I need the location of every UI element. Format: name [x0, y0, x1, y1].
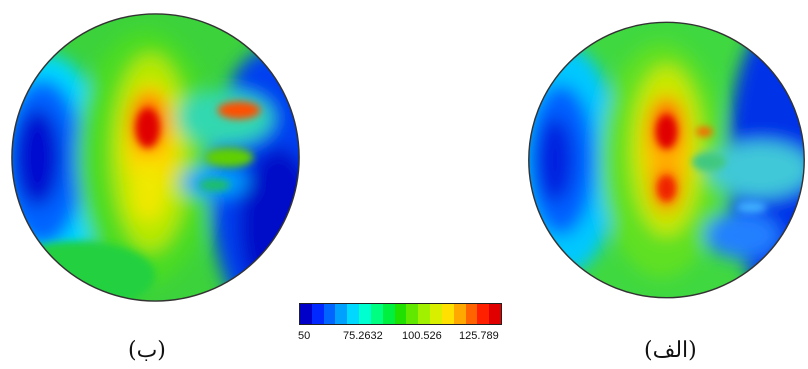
colorbar-ticks: 50 75.2632 100.526 125.789 — [292, 330, 522, 344]
colorbar-tick-label: 125.789 — [459, 330, 499, 342]
colorbar-swatch — [489, 304, 502, 324]
colorbar-swatch — [335, 304, 348, 324]
colorbar-swatch — [300, 304, 312, 324]
colorbar-swatch — [406, 304, 419, 324]
colorbar — [299, 303, 502, 325]
colorbar-swatch — [418, 304, 431, 324]
colorbar-swatch — [477, 304, 490, 324]
colorbar-swatch — [430, 304, 442, 324]
contour-plot-a — [528, 21, 805, 299]
panel-caption-a: (الف) — [644, 338, 697, 363]
colorbar-swatch — [347, 304, 360, 324]
colorbar-swatch — [359, 304, 371, 324]
contour-plot-b — [11, 13, 300, 302]
colorbar-tick-label: 50 — [298, 330, 311, 342]
colorbar-swatch — [453, 304, 466, 324]
panel-caption-b: (ب) — [128, 338, 166, 363]
colorbar-swatch — [370, 304, 383, 324]
colorbar-swatch — [394, 304, 407, 324]
colorbar-swatch — [441, 304, 454, 324]
colorbar-swatch — [311, 304, 324, 324]
colorbar-swatch — [323, 304, 336, 324]
colorbar-tick-label: 75.2632 — [343, 330, 383, 342]
colorbar-swatch — [382, 304, 395, 324]
colorbar-swatch — [465, 304, 478, 324]
colorbar-tick-label: 100.526 — [402, 330, 442, 342]
